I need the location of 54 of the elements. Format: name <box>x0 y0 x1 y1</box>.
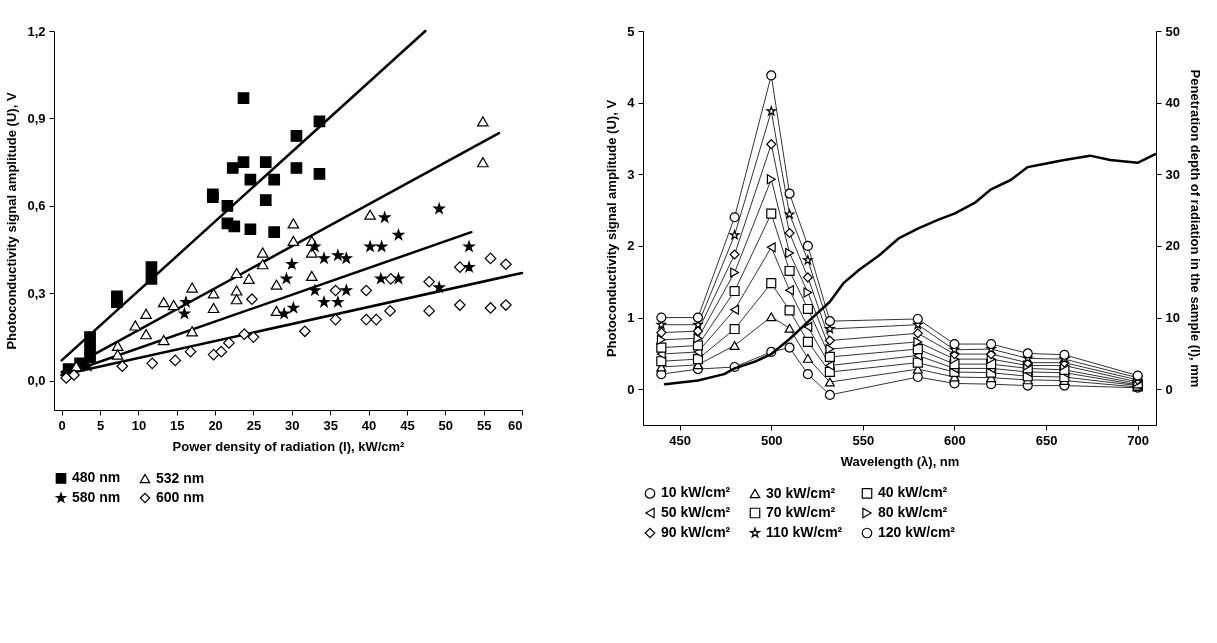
y-tick-label: 2 <box>627 238 635 254</box>
x-axis-title: Wavelength (λ), nm <box>840 453 960 469</box>
x-tick-label: 40 <box>361 417 377 433</box>
legend-label: 600 nm <box>156 489 205 505</box>
x-tick-label: 25 <box>246 417 262 433</box>
x-tick-label: 20 <box>208 417 223 433</box>
x-tick-label: 450 <box>669 432 691 448</box>
legend-label: 480 nm <box>72 469 121 486</box>
legend-label: 50 kW/cm² <box>661 504 731 520</box>
legend-label: 30 kW/cm² <box>766 484 836 501</box>
x-tick-label: 650 <box>1035 432 1058 448</box>
y2-tick-label: 20 <box>1165 238 1180 254</box>
y2-axis-title: Penetration depth of radiation in the sample (l), mm <box>1187 69 1203 388</box>
x-tick-label: 600 <box>944 432 966 448</box>
y2-tick-label: 50 <box>1165 23 1180 39</box>
legend-label: 532 nm <box>156 469 205 486</box>
legend-label: 110 kW/cm² <box>766 524 843 540</box>
legend-label: 580 nm <box>72 489 121 505</box>
x-tick-label: 10 <box>131 417 147 433</box>
y2-tick-label: 30 <box>1165 166 1180 182</box>
x-tick-label: 5 <box>96 417 105 433</box>
y-tick-label: 0,3 <box>27 285 46 301</box>
legend-label: 90 kW/cm² <box>661 524 731 540</box>
legend-label: 40 kW/cm² <box>878 484 948 501</box>
x-tick-label: 700 <box>1127 432 1150 448</box>
y-tick-label: 3 <box>627 166 635 182</box>
x-tick-label: 15 <box>170 417 185 433</box>
x-tick-label: 550 <box>852 432 875 448</box>
x-tick-label: 50 <box>438 417 454 433</box>
x-tick-label: 55 <box>476 417 492 433</box>
y2-tick-label: 40 <box>1165 95 1180 111</box>
y-tick-label: 0,6 <box>27 198 46 214</box>
x-axis-title: Power density of radiation (I), kW/cm² <box>172 438 406 454</box>
legend-label: 80 kW/cm² <box>878 504 948 520</box>
x-tick-label: 60 <box>508 417 523 433</box>
legend-label: 120 kW/cm² <box>878 524 956 540</box>
y-tick-label: 0,9 <box>27 110 46 126</box>
y-tick-label: 1,2 <box>27 23 46 39</box>
y-axis-title: Photoconductivity signal amplitude (U), V <box>604 99 620 358</box>
x-tick-label: 35 <box>323 417 338 433</box>
x-tick-label: 30 <box>285 417 300 433</box>
y-tick-label: 1 <box>627 310 635 326</box>
y-tick-label: 5 <box>627 23 635 39</box>
y2-tick-label: 0 <box>1165 381 1173 397</box>
y-tick-label: 0 <box>627 381 635 397</box>
x-tick-label: 500 <box>760 432 783 448</box>
legend-label: 10 kW/cm² <box>661 484 731 501</box>
x-tick-label: 0 <box>58 417 66 433</box>
y2-tick-label: 10 <box>1165 310 1180 326</box>
y-tick-label: 0,0 <box>27 373 46 389</box>
y-tick-label: 4 <box>627 95 636 111</box>
legend-label: 70 kW/cm² <box>766 504 836 520</box>
y-axis-title: Photoconductivity signal amplitude (U), V <box>4 92 20 350</box>
x-tick-label: 45 <box>400 417 415 433</box>
